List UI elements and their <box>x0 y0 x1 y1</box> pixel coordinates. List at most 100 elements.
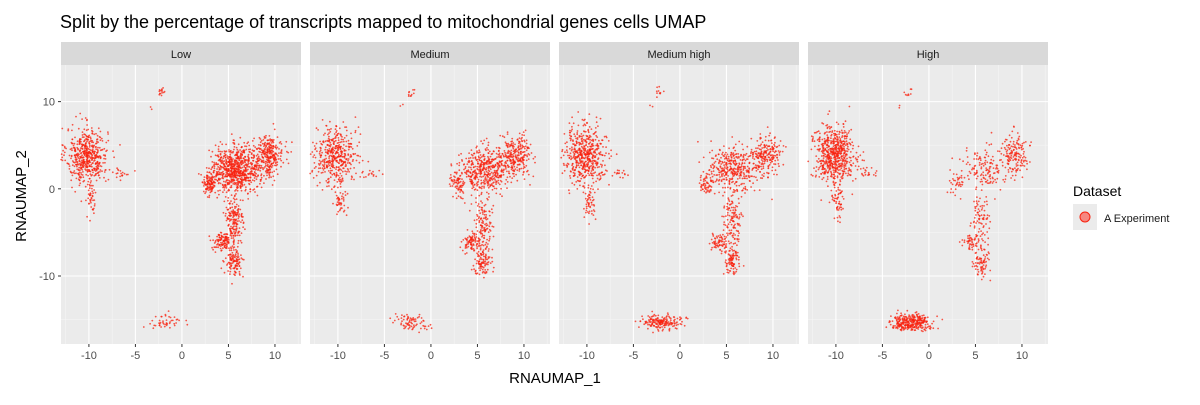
data-point <box>597 125 599 127</box>
data-point <box>97 135 99 137</box>
data-point <box>740 159 742 161</box>
data-point <box>232 268 234 270</box>
data-point <box>337 142 339 144</box>
data-point <box>233 219 235 221</box>
data-point <box>237 168 239 170</box>
data-point <box>226 247 228 249</box>
data-point <box>471 169 473 171</box>
data-point <box>339 210 341 212</box>
data-point <box>92 172 94 174</box>
data-point <box>234 190 236 192</box>
data-point <box>571 116 573 118</box>
data-point <box>257 195 259 197</box>
data-point <box>325 162 327 164</box>
data-point <box>218 234 220 236</box>
data-point <box>476 246 478 248</box>
data-point <box>496 156 498 158</box>
data-point <box>491 261 493 263</box>
data-point <box>583 192 585 194</box>
data-point <box>600 118 602 120</box>
data-point <box>605 146 607 148</box>
data-point <box>595 155 597 157</box>
data-point <box>91 159 93 161</box>
data-point <box>658 86 660 88</box>
data-point <box>748 168 750 170</box>
data-point <box>583 177 585 179</box>
data-point <box>507 164 509 166</box>
data-point <box>494 188 496 190</box>
data-point <box>65 148 67 150</box>
data-point <box>720 163 722 165</box>
data-point <box>281 143 283 145</box>
data-point <box>484 269 486 271</box>
data-point <box>334 173 336 175</box>
data-point <box>272 184 274 186</box>
data-point <box>229 262 231 264</box>
data-point <box>174 325 176 327</box>
data-point <box>64 160 66 162</box>
data-point <box>778 165 780 167</box>
data-point <box>336 213 338 215</box>
data-point <box>232 151 234 153</box>
data-point <box>590 188 592 190</box>
data-point <box>579 149 581 151</box>
data-point <box>586 203 588 205</box>
data-point <box>756 170 758 172</box>
data-point <box>418 332 420 334</box>
data-point <box>222 184 224 186</box>
data-point <box>725 152 727 154</box>
data-point <box>236 220 238 222</box>
data-point <box>768 156 770 158</box>
data-point <box>253 160 255 162</box>
data-point <box>169 322 171 324</box>
data-point <box>493 267 495 269</box>
data-point <box>208 196 210 198</box>
data-point <box>485 176 487 178</box>
data-point <box>221 166 223 168</box>
data-point <box>265 178 267 180</box>
data-point <box>252 140 254 142</box>
data-point <box>209 188 211 190</box>
data-point <box>623 170 625 172</box>
data-point <box>80 172 82 174</box>
data-point <box>412 327 414 329</box>
data-point <box>240 171 242 173</box>
data-point <box>236 175 238 177</box>
data-point <box>732 174 734 176</box>
data-point <box>332 140 334 142</box>
legend-title: Dataset <box>1073 183 1121 199</box>
data-point <box>264 155 266 157</box>
data-point <box>332 147 334 149</box>
data-point <box>478 244 480 246</box>
data-point <box>220 237 222 239</box>
data-point <box>317 185 319 187</box>
data-point <box>118 169 120 171</box>
data-point <box>316 143 318 145</box>
data-point <box>169 327 171 329</box>
data-point <box>225 196 227 198</box>
data-point <box>211 247 213 249</box>
data-point <box>729 159 731 161</box>
data-point <box>517 154 519 156</box>
data-point <box>738 162 740 164</box>
data-point <box>588 223 590 225</box>
data-point <box>242 226 244 228</box>
data-point <box>589 167 591 169</box>
data-point <box>482 241 484 243</box>
data-point <box>766 147 768 149</box>
data-point <box>578 125 580 127</box>
data-point <box>482 230 484 232</box>
data-point <box>343 200 345 202</box>
data-point <box>520 153 522 155</box>
data-point <box>328 161 330 163</box>
data-point <box>231 235 233 237</box>
data-point <box>482 162 484 164</box>
data-point <box>226 172 228 174</box>
data-point <box>321 172 323 174</box>
data-point <box>95 163 97 165</box>
data-point <box>89 173 91 175</box>
data-point <box>230 170 232 172</box>
data-point <box>463 164 465 166</box>
data-point <box>244 162 246 164</box>
data-point <box>226 218 228 220</box>
